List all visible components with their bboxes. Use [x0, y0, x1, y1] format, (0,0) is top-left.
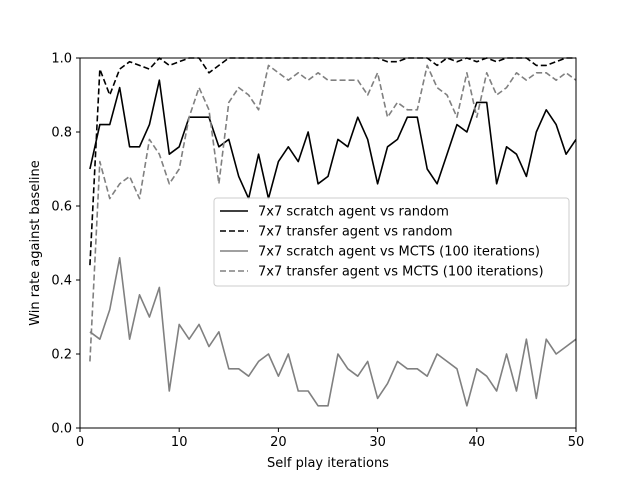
- y-axis-ticks: 0.0 0.2 0.4 0.6 0.8 1.0: [51, 52, 80, 437]
- legend-label-2: 7x7 transfer agent vs random: [258, 225, 453, 240]
- legend-label-3: 7x7 scratch agent vs MCTS (100 iteration…: [258, 245, 540, 260]
- series-line-3: [89, 256, 576, 407]
- y-tick-label: 0.6: [51, 200, 72, 215]
- y-tick-label: 0.4: [51, 274, 72, 289]
- y-axis-label: Win rate against baseline: [28, 160, 43, 326]
- y-tick-label: 0.2: [51, 348, 72, 363]
- x-tick-label: 0: [76, 435, 84, 450]
- series-line-4: [89, 64, 576, 362]
- plot-frame: [79, 57, 577, 429]
- legend-label-1: 7x7 scratch agent vs random: [258, 205, 449, 220]
- x-tick-label: 50: [568, 435, 585, 450]
- x-tick-label: 20: [270, 435, 287, 450]
- x-tick-label: 40: [469, 435, 486, 450]
- legend-label-4: 7x7 transfer agent vs MCTS (100 iteratio…: [258, 265, 544, 280]
- legend: 7x7 scratch agent vs random 7x7 transfer …: [213, 197, 570, 287]
- y-tick-label: 0.0: [51, 422, 72, 437]
- series-line-1: [89, 79, 576, 200]
- x-tick-label: 10: [171, 435, 188, 450]
- y-tick-label: 1.0: [51, 52, 72, 67]
- x-tick-label: 30: [369, 435, 386, 450]
- y-tick-label: 0.8: [51, 126, 72, 141]
- x-axis-label: Self play iterations: [267, 456, 389, 471]
- legend-box: [213, 197, 570, 287]
- x-axis-ticks: 0 10 20 30 40 50: [76, 428, 584, 450]
